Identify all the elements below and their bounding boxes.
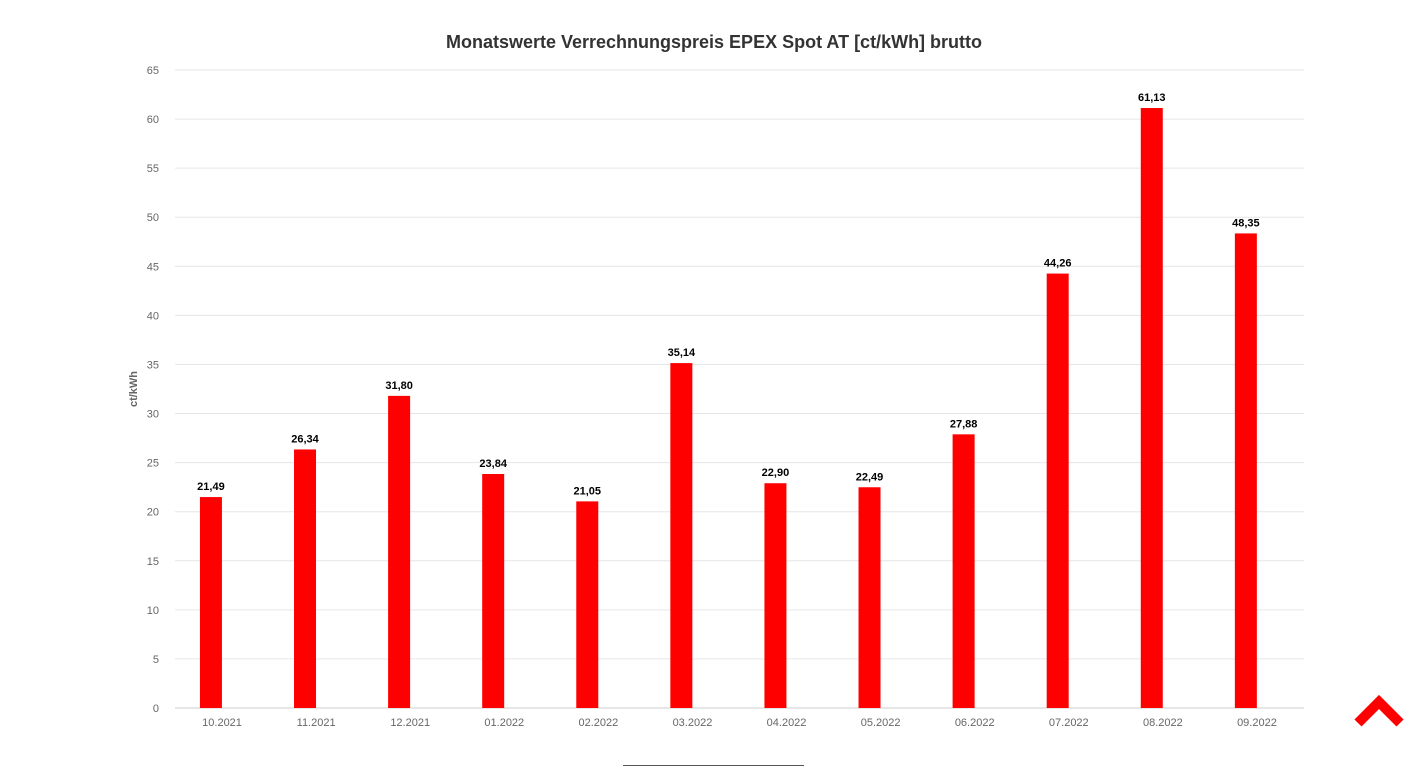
y-tick-label: 55 <box>147 163 159 175</box>
y-tick-label: 10 <box>147 605 159 617</box>
chart-title: Monatswerte Verrechnungspreis EPEX Spot … <box>446 32 982 52</box>
data-label: 21,49 <box>197 481 225 493</box>
data-labels: 21,49 26,34 31,80 23,84 21,05 35,14 22,90 22,49… <box>197 92 1259 497</box>
y-tick-label: 30 <box>147 409 159 421</box>
x-tick-label: 09.2022 <box>1237 717 1277 729</box>
bar <box>858 487 881 708</box>
y-tick-label: 15 <box>147 556 159 568</box>
data-label: 35,14 <box>668 347 696 359</box>
bar <box>199 497 222 708</box>
y-tick-label: 35 <box>147 359 159 371</box>
x-axis-ticks: 10.2021 11.2021 12.2021 01.2022 02.2022 03.20… <box>202 717 1277 729</box>
y-tick-label: 40 <box>147 310 159 322</box>
scroll-to-top-button[interactable] <box>1353 693 1405 729</box>
y-tick-label: 25 <box>147 458 159 470</box>
x-tick-label: 12.2021 <box>390 717 430 729</box>
chevron-up-icon <box>1354 694 1404 727</box>
x-tick-label: 11.2021 <box>297 717 336 729</box>
x-tick-label: 07.2022 <box>1049 717 1089 729</box>
data-label: 22,49 <box>856 471 884 483</box>
y-axis-label: ct/kWh <box>128 371 140 407</box>
data-label: 61,13 <box>1138 92 1166 104</box>
data-label: 21,05 <box>574 485 602 497</box>
bar <box>482 474 505 708</box>
bar <box>388 395 411 708</box>
bars <box>199 107 1257 708</box>
x-tick-label: 08.2022 <box>1143 717 1183 729</box>
x-tick-label: 05.2022 <box>861 717 901 729</box>
bar <box>1234 233 1257 708</box>
bar <box>1140 107 1163 708</box>
bar <box>952 434 975 708</box>
x-tick-label: 10.2021 <box>202 717 242 729</box>
y-tick-label: 5 <box>153 654 159 666</box>
data-label: 48,35 <box>1232 217 1260 229</box>
bar <box>670 363 693 708</box>
data-label: 27,88 <box>950 418 978 430</box>
y-axis-ticks: 0 5 10 15 20 25 30 35 40 45 50 55 60 65 <box>147 65 159 715</box>
y-tick-label: 50 <box>147 212 159 224</box>
data-label: 44,26 <box>1044 258 1072 270</box>
bar <box>294 449 317 708</box>
y-tick-label: 45 <box>147 261 159 273</box>
data-label: 23,84 <box>479 458 507 470</box>
x-tick-label: 01.2022 <box>484 717 524 729</box>
y-tick-label: 65 <box>147 65 159 77</box>
x-tick-label: 02.2022 <box>578 717 618 729</box>
x-tick-label: 03.2022 <box>673 717 713 729</box>
data-label: 31,80 <box>385 380 413 392</box>
bar <box>764 483 787 708</box>
gridlines <box>175 69 1304 709</box>
bar <box>576 501 599 708</box>
data-label: 22,90 <box>762 467 790 479</box>
footer-divider <box>623 765 804 766</box>
y-tick-label: 20 <box>147 507 159 519</box>
x-tick-label: 06.2022 <box>955 717 995 729</box>
data-label: 26,34 <box>291 433 319 445</box>
y-tick-label: 0 <box>153 703 159 715</box>
x-tick-label: 04.2022 <box>767 717 807 729</box>
bar <box>1046 273 1069 708</box>
y-tick-label: 60 <box>147 114 159 126</box>
